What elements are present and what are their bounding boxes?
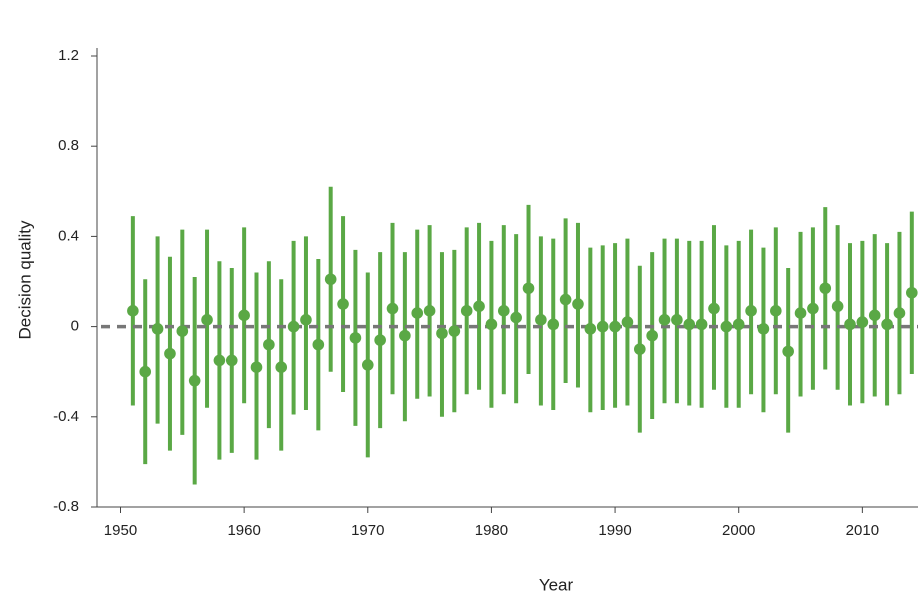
point	[238, 309, 250, 322]
point	[757, 323, 770, 335]
point	[349, 332, 362, 344]
point	[213, 354, 226, 367]
point	[868, 309, 881, 322]
point	[300, 314, 312, 326]
point	[906, 286, 918, 299]
point	[188, 374, 201, 387]
point	[374, 334, 386, 346]
point	[164, 347, 176, 360]
point	[460, 305, 473, 317]
point	[770, 305, 782, 317]
point	[201, 314, 213, 326]
point	[324, 273, 337, 286]
point	[831, 300, 844, 313]
point	[572, 298, 584, 310]
point	[275, 361, 288, 373]
point	[720, 320, 733, 333]
point	[473, 300, 485, 313]
point	[695, 318, 708, 331]
y-tick-label: 0.4	[58, 227, 79, 244]
point	[225, 354, 238, 367]
point	[584, 323, 597, 335]
x-tick-label: 1980	[475, 522, 508, 539]
point	[448, 325, 461, 337]
x-axis-label: Year	[539, 575, 574, 594]
point	[856, 316, 869, 328]
x-tick-label: 2010	[846, 522, 879, 539]
point	[436, 327, 448, 340]
y-tick-label: 1.2	[58, 47, 79, 64]
point	[609, 320, 621, 333]
x-tick-label: 2000	[722, 522, 755, 539]
point	[547, 318, 560, 331]
point	[633, 343, 646, 355]
point	[337, 298, 349, 310]
point	[844, 318, 856, 331]
x-tick-label: 1960	[227, 522, 260, 539]
point	[361, 359, 374, 371]
x-tick-label: 1990	[598, 522, 631, 539]
y-tick-label: 0	[71, 318, 79, 335]
point	[596, 320, 609, 333]
point	[646, 329, 658, 342]
x-tick-label: 1970	[351, 522, 384, 539]
point	[621, 316, 634, 328]
point	[176, 325, 189, 337]
point	[386, 302, 399, 315]
point	[819, 282, 832, 295]
point	[671, 314, 683, 326]
point	[683, 318, 696, 331]
point	[411, 307, 424, 319]
point	[423, 305, 436, 317]
y-tick-label: 0.8	[58, 137, 79, 154]
point	[658, 314, 671, 326]
point	[807, 302, 819, 315]
point	[263, 338, 275, 351]
point	[794, 307, 807, 319]
point	[312, 338, 325, 351]
point	[287, 320, 300, 333]
point	[745, 305, 757, 317]
point	[893, 307, 906, 319]
point	[399, 329, 411, 342]
x-tick-label: 1950	[104, 522, 137, 539]
plot-area	[101, 186, 918, 485]
point	[559, 293, 572, 306]
point	[510, 311, 522, 324]
y-axis-label: Decision quality	[15, 220, 34, 340]
point	[535, 314, 547, 326]
point	[782, 345, 794, 358]
point	[151, 323, 164, 335]
point	[127, 305, 139, 317]
point	[732, 318, 745, 331]
point	[522, 282, 535, 295]
point	[250, 361, 263, 373]
y-tick-label: -0.8	[53, 498, 79, 515]
y-tick-label: -0.4	[53, 408, 79, 425]
point	[139, 365, 152, 378]
point	[708, 302, 720, 315]
point	[497, 305, 510, 317]
point	[485, 318, 498, 331]
point	[881, 318, 893, 331]
